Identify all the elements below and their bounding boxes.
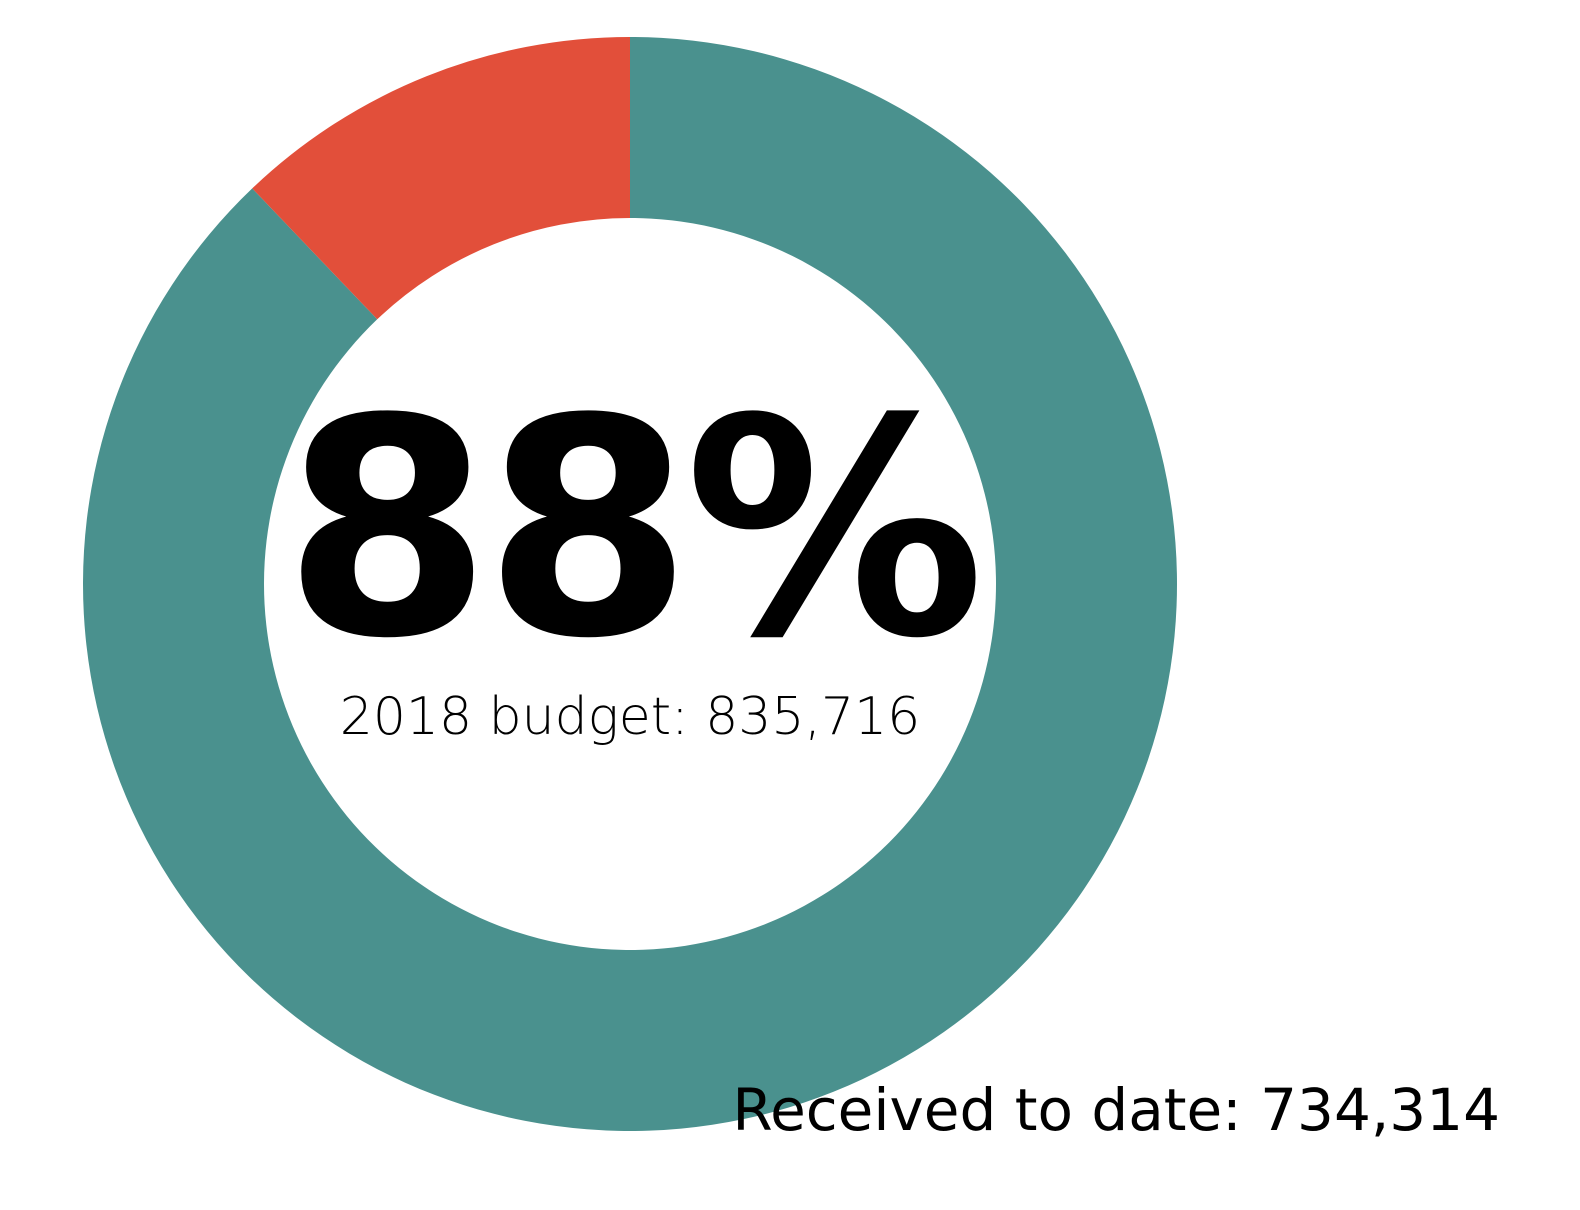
donut-slice-received — [83, 37, 1178, 1131]
budget-label: 2018 budget: 835,716 — [339, 687, 921, 747]
percent-label: 88% — [282, 355, 985, 704]
received-annotation: Received to date: 734,314 — [732, 1076, 1500, 1144]
donut-slices — [83, 37, 1178, 1131]
donut-slice-remaining — [252, 37, 630, 320]
